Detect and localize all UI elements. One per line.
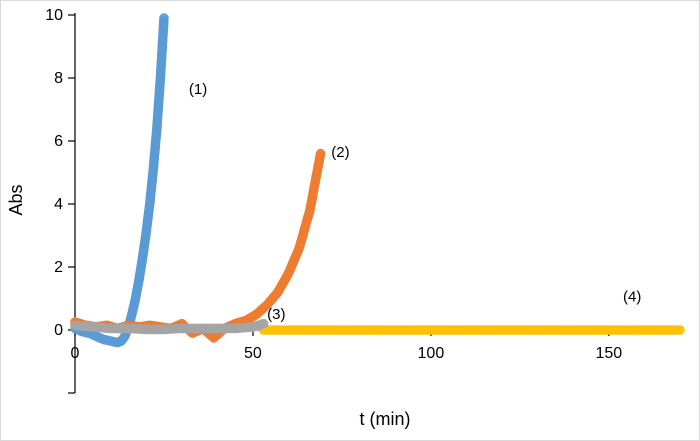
data-point bbox=[159, 13, 169, 23]
y-tick-label: 6 bbox=[54, 133, 63, 150]
series-4 bbox=[258, 325, 685, 335]
y-tick-label: 0 bbox=[54, 322, 63, 339]
x-tick-label: 100 bbox=[418, 345, 445, 362]
data-point bbox=[675, 325, 685, 335]
series-2 bbox=[70, 148, 326, 343]
y-tick-label: 10 bbox=[45, 7, 63, 24]
x-tick-label: 0 bbox=[71, 345, 80, 362]
series-3 bbox=[70, 318, 269, 335]
x-axis-title: t (min) bbox=[360, 409, 411, 429]
y-tick-label: 8 bbox=[54, 70, 63, 87]
series-layer bbox=[70, 13, 685, 348]
series-annotation-2: (2) bbox=[331, 144, 349, 161]
y-axis-title: Abs bbox=[6, 184, 26, 215]
x-tick-label: 50 bbox=[244, 345, 262, 362]
data-point bbox=[258, 318, 269, 329]
data-point bbox=[315, 148, 326, 159]
series-1 bbox=[70, 13, 169, 348]
series-annotation-3: (3) bbox=[267, 306, 285, 323]
x-tick-label: 150 bbox=[595, 345, 622, 362]
y-tick-label: 2 bbox=[54, 259, 63, 276]
y-tick-label: 4 bbox=[54, 196, 63, 213]
series-annotation-4: (4) bbox=[623, 289, 641, 306]
annotation-layer: (1) (2) (3) (4) bbox=[189, 81, 642, 323]
series-annotation-1: (1) bbox=[189, 81, 207, 98]
